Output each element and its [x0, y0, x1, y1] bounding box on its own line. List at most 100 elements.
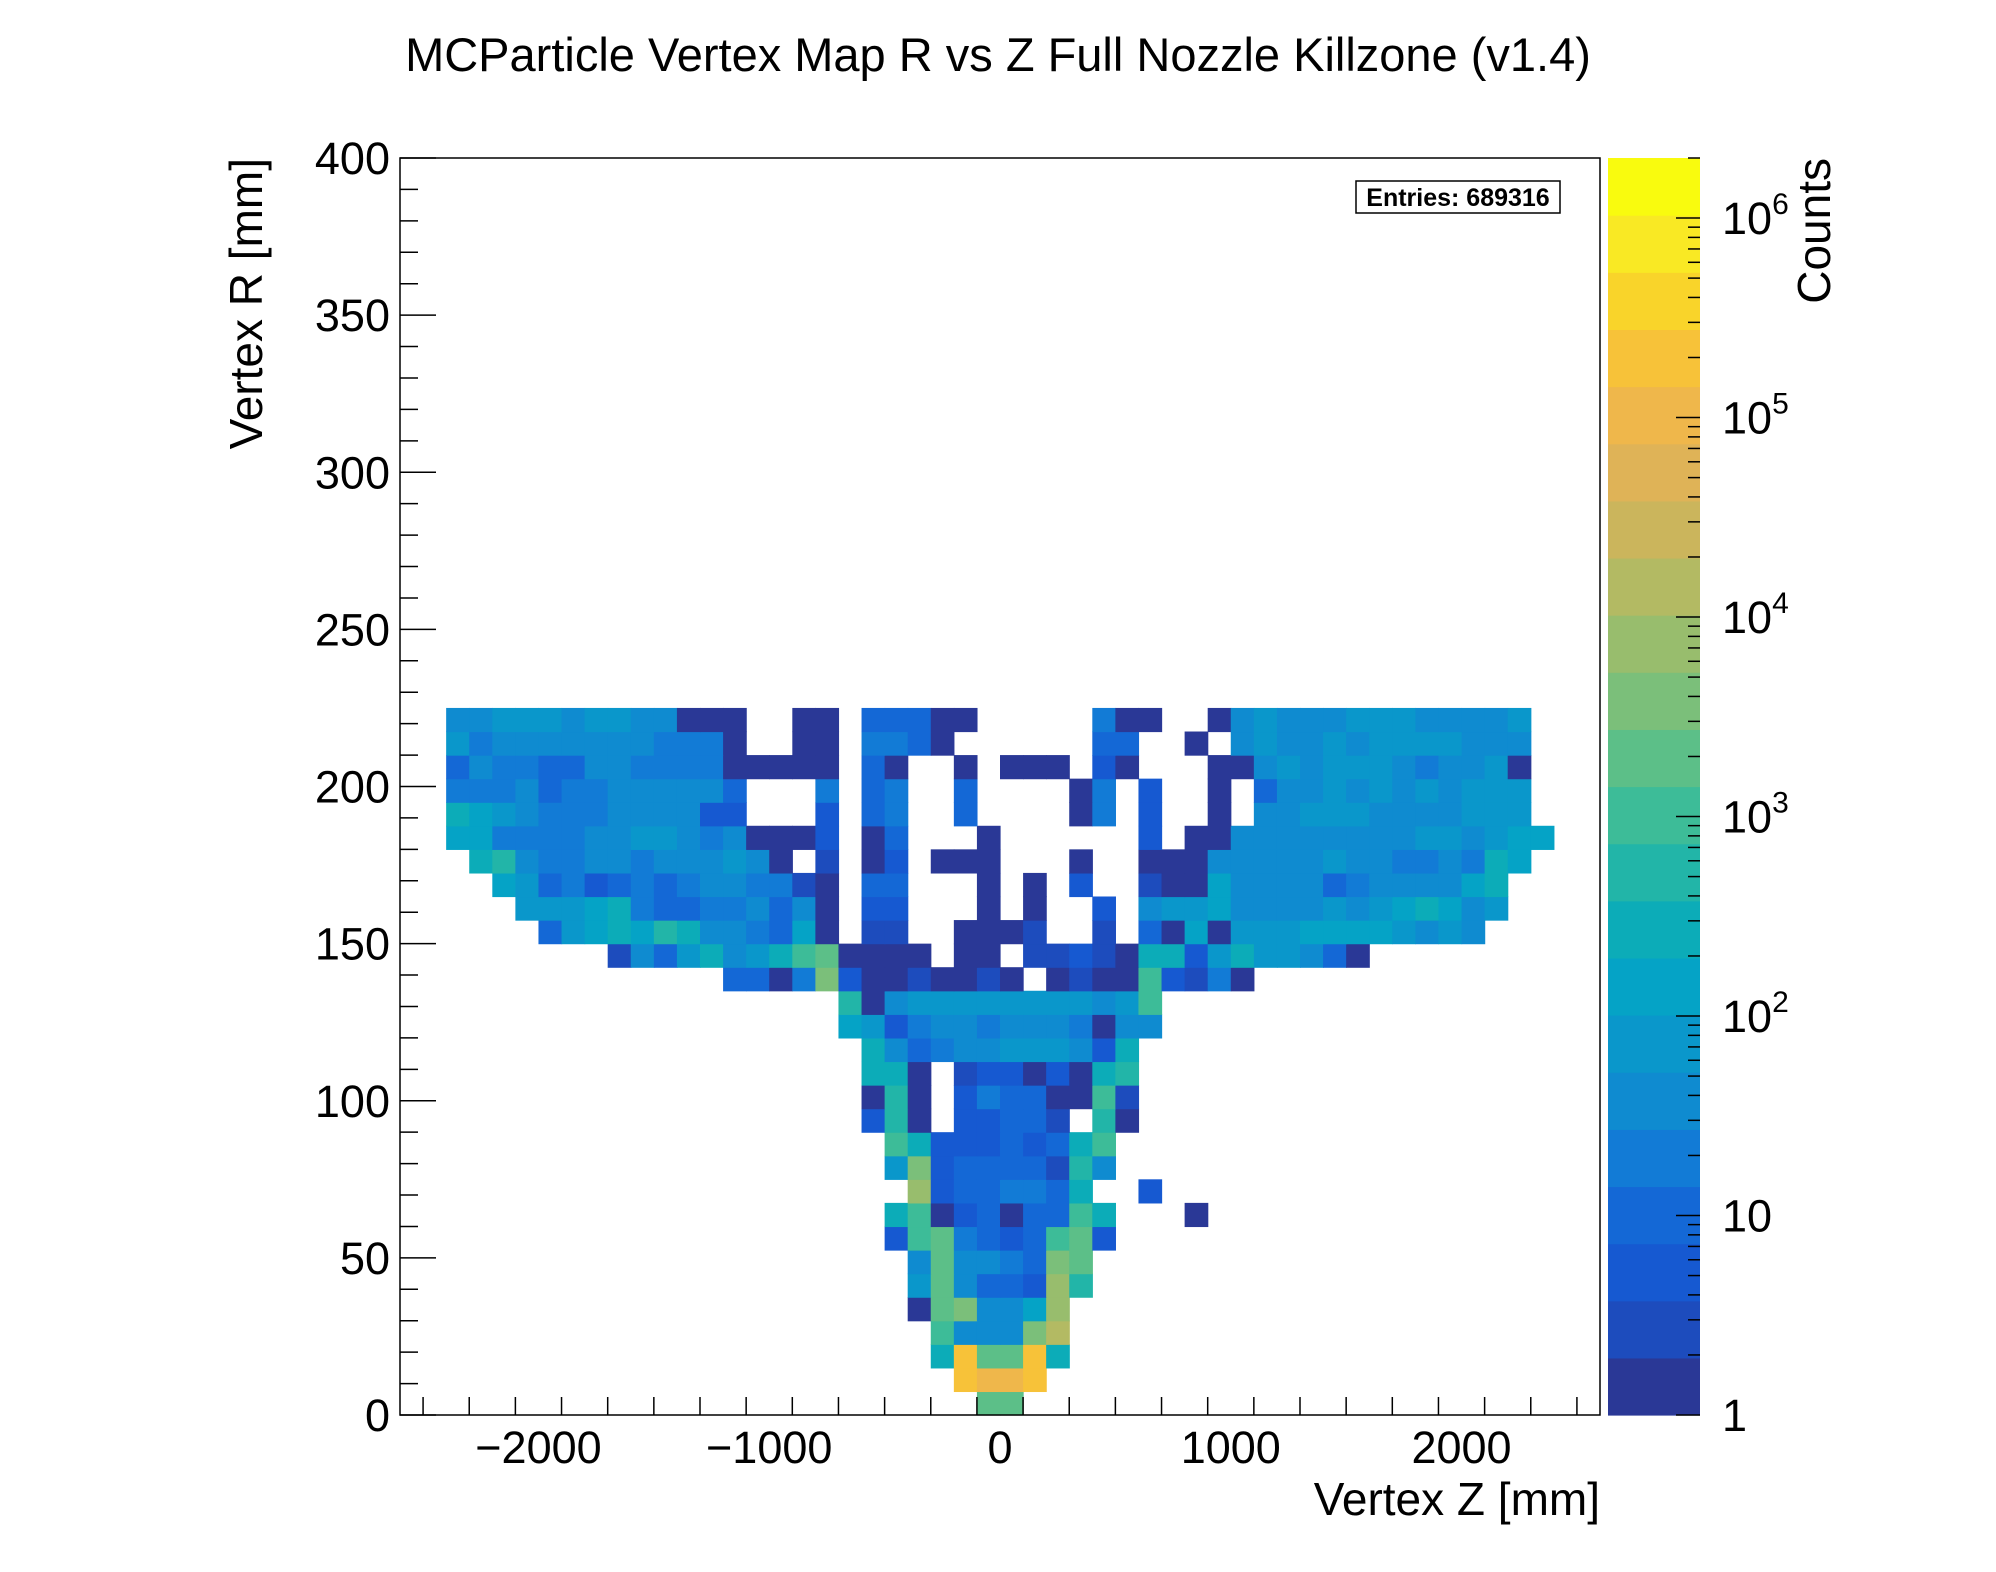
heatmap-bin — [953, 1085, 978, 1110]
heatmap-bin — [1253, 802, 1278, 827]
heatmap-bin — [976, 1037, 1001, 1063]
heatmap-bin — [907, 1202, 932, 1228]
heatmap-bin — [907, 1132, 932, 1157]
colorbar-tick-label: 1 — [1722, 1390, 1747, 1441]
heatmap-bin — [607, 802, 632, 827]
heatmap-bin — [907, 1037, 932, 1063]
heatmap-bin — [746, 967, 770, 992]
heatmap-bin — [1207, 825, 1232, 850]
heatmap-bin — [1276, 778, 1301, 803]
heatmap-bin — [861, 1014, 886, 1039]
heatmap-bin — [676, 896, 701, 921]
heatmap-bin — [607, 778, 632, 803]
heatmap-bin — [746, 920, 770, 945]
heatmap-bin — [884, 1061, 909, 1086]
heatmap-bin — [976, 1391, 1001, 1416]
heatmap-bin — [1000, 1250, 1024, 1275]
heatmap-bin — [1207, 778, 1232, 803]
heatmap-bin — [700, 825, 724, 850]
heatmap-bin — [723, 731, 747, 756]
heatmap-bin — [700, 943, 724, 968]
heatmap-bin — [538, 896, 563, 921]
heatmap-bin — [607, 707, 632, 733]
heatmap-bin — [1300, 943, 1324, 968]
heatmap-bin — [700, 872, 724, 898]
heatmap-bin — [469, 802, 493, 827]
heatmap-bin — [1484, 731, 1509, 756]
heatmap-bin — [953, 1297, 978, 1322]
heatmap-bin — [884, 872, 909, 898]
x-axis: −2000 −1000 0 1000 2000 — [422, 1397, 1578, 1473]
heatmap-bin — [630, 802, 655, 827]
heatmap-bin — [1046, 1202, 1070, 1228]
x-tick-label: −2000 — [475, 1422, 601, 1473]
heatmap-bin — [976, 1320, 1001, 1345]
heatmap-bin — [792, 872, 816, 898]
heatmap-bin — [538, 731, 563, 756]
heatmap-bin — [815, 755, 840, 780]
heatmap-bin — [907, 1179, 932, 1204]
heatmap-bin — [1507, 802, 1532, 827]
colorbar-segment — [1608, 957, 1700, 1016]
heatmap-bin — [1346, 778, 1370, 803]
heatmap-bin — [1207, 707, 1232, 733]
heatmap-bin — [1023, 1108, 1047, 1133]
heatmap-bin — [1507, 731, 1532, 756]
heatmap-bin — [930, 1037, 955, 1063]
heatmap-bin — [1138, 896, 1163, 921]
heatmap-bin — [930, 967, 955, 992]
heatmap-bin — [1253, 755, 1278, 780]
heatmap-bin — [1300, 849, 1324, 874]
heatmap-bin — [1276, 825, 1301, 850]
heatmap-bin — [1069, 849, 1093, 874]
colorbar-tick-label: 106 — [1722, 188, 1789, 244]
heatmap-bin — [930, 1155, 955, 1180]
heatmap-bin — [861, 1061, 886, 1086]
heatmap-bin — [861, 825, 886, 850]
heatmap-bin — [492, 802, 516, 827]
heatmap-bin — [884, 1226, 909, 1251]
heatmap-bin — [584, 755, 609, 780]
heatmap-bin — [676, 802, 701, 827]
heatmap-bin — [1000, 1061, 1024, 1086]
colorbar-segment — [1608, 1072, 1700, 1130]
heatmap-bin — [907, 1014, 932, 1039]
heatmap-bin — [1069, 1250, 1093, 1275]
heatmap-bin — [1461, 755, 1486, 780]
heatmap-bin — [1415, 707, 1440, 733]
heatmap-bin — [1461, 896, 1486, 921]
heatmap-bin — [515, 778, 540, 803]
heatmap-bin — [1369, 920, 1393, 945]
heatmap-bin — [723, 802, 747, 827]
heatmap-bin — [607, 896, 632, 921]
heatmap-bin — [1530, 825, 1555, 850]
heatmap-bin — [584, 849, 609, 874]
heatmap-bin — [723, 755, 747, 780]
heatmap-bin — [930, 1344, 955, 1369]
heatmap-bin — [653, 731, 678, 756]
heatmap-bin — [676, 707, 701, 733]
heatmap-bin — [1230, 920, 1255, 945]
heatmap-bin — [1369, 755, 1393, 780]
heatmap-bin — [561, 920, 586, 945]
heatmap-bin — [1023, 1226, 1047, 1251]
heatmap-bin — [930, 990, 955, 1015]
heatmap-bin — [1069, 943, 1093, 968]
heatmap-bin — [1230, 755, 1255, 780]
heatmap-bin — [930, 849, 955, 874]
heatmap-bin — [1438, 872, 1463, 898]
heatmap-bin — [1092, 778, 1116, 803]
heatmap-bin — [746, 849, 770, 874]
heatmap-bin — [1415, 872, 1440, 898]
heatmap-bin — [1253, 920, 1278, 945]
heatmap-bin — [907, 707, 932, 733]
heatmap-bin — [907, 943, 932, 968]
heatmap-bin — [584, 731, 609, 756]
heatmap-bin — [1484, 849, 1509, 874]
heatmap-bin — [1392, 825, 1416, 850]
heatmap-bin — [792, 896, 816, 921]
colorbar-title: Counts — [1788, 158, 1840, 304]
heatmap-bin — [953, 1037, 978, 1063]
heatmap-bin — [700, 920, 724, 945]
colorbar-segment — [1608, 615, 1700, 673]
